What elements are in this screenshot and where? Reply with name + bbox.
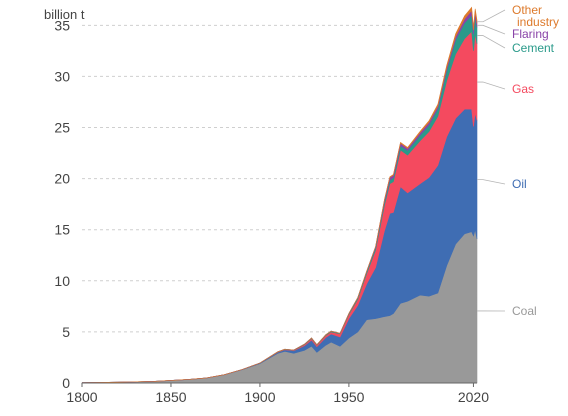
series-label-oil: Oil (512, 177, 527, 191)
series-areas (81, 6, 478, 384)
y-tick-label: 25 (54, 120, 70, 136)
y-tick-label: 15 (54, 222, 70, 238)
series-label-cement: Cement (512, 41, 555, 55)
y-tick-label: 5 (62, 324, 70, 340)
y-tick-label: 30 (54, 68, 70, 84)
leader-line-flaring (477, 24, 506, 35)
x-tick-label: 1800 (66, 389, 97, 405)
leader-line-gas (477, 81, 506, 90)
leader-line-oil (477, 179, 506, 185)
unit-label: billion t (44, 7, 85, 22)
leader-line-other-industry (477, 9, 506, 23)
y-tick-label: 10 (54, 273, 70, 289)
series-label-coal: Coal (512, 304, 537, 318)
y-tick-label: 20 (54, 171, 70, 187)
x-tick-label: 2020 (458, 389, 489, 405)
series-label-gas: Gas (512, 82, 534, 96)
leader-line-cement (477, 35, 506, 49)
axes: 0 5 10 15 20 25 30 35 1800 1850 1900 1950 2020 (54, 17, 489, 405)
series-label-flaring: Flaring (512, 27, 549, 41)
y-tick-label: 0 (62, 375, 70, 391)
x-tick-label: 1850 (155, 389, 186, 405)
x-tick-label: 1900 (244, 389, 275, 405)
series-label-other-industry: Other industry (512, 3, 559, 29)
x-tick-label: 1950 (333, 389, 364, 405)
y-tick-label: 35 (54, 17, 70, 33)
